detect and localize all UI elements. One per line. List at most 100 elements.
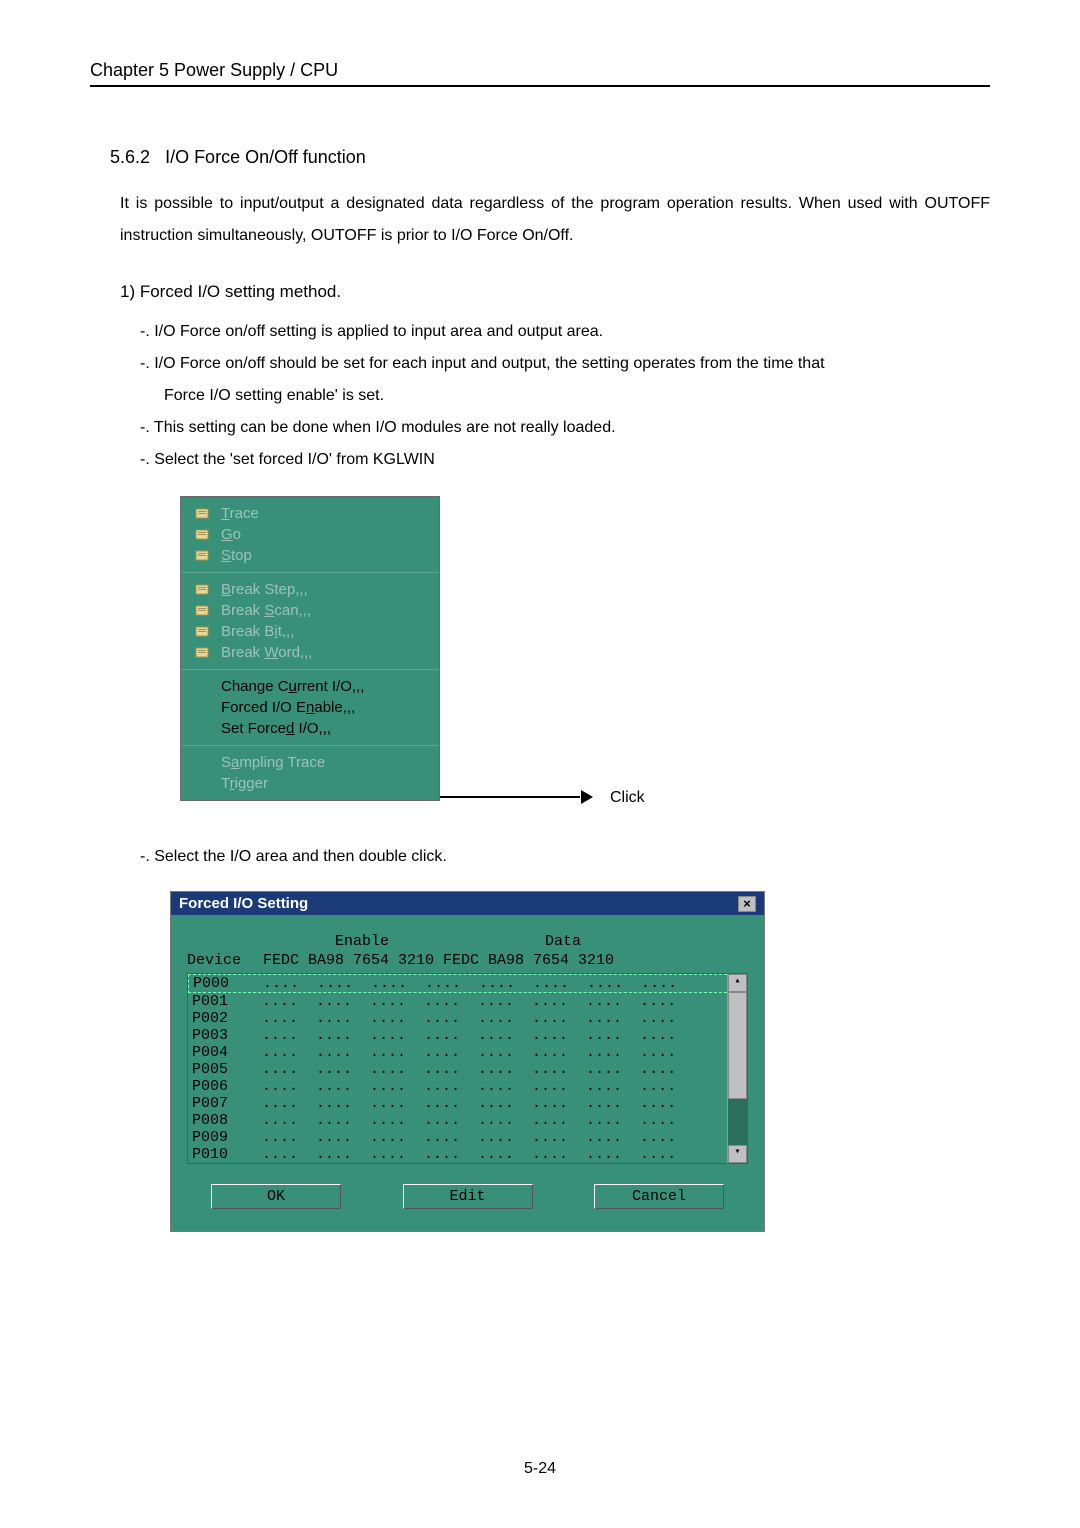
bullet-3: -. This setting can be done when I/O mod… [140, 412, 990, 444]
row-dots: .... .... .... .... .... .... .... .... [262, 1044, 676, 1061]
bullet-2-cont: Force I/O setting enable' is set. [164, 380, 990, 412]
list-row[interactable]: P001.... .... .... .... .... .... .... .… [188, 993, 747, 1010]
list-row[interactable]: P002.... .... .... .... .... .... .... .… [188, 1010, 747, 1027]
trace-icon [195, 507, 213, 521]
dialog-subheader: Device FEDC BA98 7654 3210 FEDC BA98 765… [187, 952, 748, 973]
row-device: P002 [192, 1010, 262, 1027]
list-row[interactable]: P008.... .... .... .... .... .... .... .… [188, 1112, 747, 1129]
row-dots: .... .... .... .... .... .... .... .... [262, 1078, 676, 1095]
row-device: P009 [192, 1129, 262, 1146]
col-bits: FEDC BA98 7654 3210 FEDC BA98 7654 3210 [263, 952, 614, 969]
bbit-icon [195, 625, 213, 639]
row-dots: .... .... .... .... .... .... .... .... [262, 1129, 676, 1146]
row-dots: .... .... .... .... .... .... .... .... [262, 1027, 676, 1044]
subsection-title: 1) Forced I/O setting method. [120, 282, 990, 302]
list-row[interactable]: P009.... .... .... .... .... .... .... .… [188, 1129, 747, 1146]
stop-icon [195, 549, 213, 563]
section-title: 5.6.2 I/O Force On/Off function [110, 147, 990, 168]
dialog-header-row: Enable Data [187, 933, 748, 950]
menu-label: Stop [221, 547, 252, 564]
scroll-up-icon[interactable]: ▴ [728, 974, 747, 992]
menu-item-sampling-trace: Sampling Trace [181, 752, 439, 773]
scroll-down-icon[interactable]: ▾ [728, 1145, 747, 1163]
arrow-head-icon [581, 790, 593, 804]
forced-io-dialog: Forced I/O Setting × Enable Data Device … [170, 891, 765, 1232]
menu-label: Break Scan,,, [221, 602, 311, 619]
bullet-2: -. I/O Force on/off should be set for ea… [140, 348, 990, 380]
row-dots: .... .... .... .... .... .... .... .... [262, 1112, 676, 1129]
body-paragraph: It is possible to input/output a designa… [120, 188, 990, 252]
select-text: -. Select the I/O area and then double c… [140, 841, 990, 873]
col-enable: Enable [263, 933, 449, 950]
row-device: P004 [192, 1044, 262, 1061]
row-dots: .... .... .... .... .... .... .... .... [262, 993, 676, 1010]
row-device: P003 [192, 1027, 262, 1044]
menu-item-forced-i-o-enable[interactable]: Forced I/O Enable,,, [181, 697, 439, 718]
row-device: P005 [192, 1061, 262, 1078]
context-menu: Trace Go Stop Break Step,,, Break Scan,,, Bre… [180, 496, 440, 801]
menu-item-go: Go [181, 524, 439, 545]
chapter-header: Chapter 5 Power Supply / CPU [90, 60, 990, 87]
row-device: P000 [193, 975, 263, 992]
list-row[interactable]: P000.... .... .... .... .... .... .... .… [188, 974, 747, 993]
menu-label: Trace [221, 505, 259, 522]
row-dots: .... .... .... .... .... .... .... .... [262, 1010, 676, 1027]
bscan-icon [195, 604, 213, 618]
row-dots: .... .... .... .... .... .... .... .... [263, 975, 677, 992]
menu-label: Forced I/O Enable,,, [221, 699, 355, 716]
list-row[interactable]: P005.... .... .... .... .... .... .... .… [188, 1061, 747, 1078]
col-device: Device [187, 952, 263, 969]
dialog-body: Enable Data Device FEDC BA98 7654 3210 F… [171, 915, 764, 1231]
scroll-track[interactable] [728, 992, 747, 1145]
menu-item-break-bit: Break Bit,,, [181, 621, 439, 642]
arrow-line [440, 796, 580, 798]
edit-button[interactable]: Edit [403, 1184, 533, 1209]
close-icon[interactable]: × [738, 896, 756, 912]
menu-item-break-step: Break Step,,, [181, 579, 439, 600]
row-dots: .... .... .... .... .... .... .... .... [262, 1095, 676, 1112]
menu-item-break-scan: Break Scan,,, [181, 600, 439, 621]
menu-label: Change Current I/O,,, [221, 678, 364, 695]
menu-label: Trigger [221, 775, 268, 792]
section-heading: I/O Force On/Off function [165, 147, 366, 167]
bullet-4: -. Select the 'set forced I/O' from KGLW… [140, 444, 990, 476]
row-device: P006 [192, 1078, 262, 1095]
menu-label: Go [221, 526, 241, 543]
click-label: Click [610, 789, 645, 807]
menu-item-break-word: Break Word,,, [181, 642, 439, 663]
section-number: 5.6.2 [110, 147, 150, 167]
menu-label: Break Step,,, [221, 581, 308, 598]
list-row[interactable]: P004.... .... .... .... .... .... .... .… [188, 1044, 747, 1061]
bullet-1: -. I/O Force on/off setting is applied t… [140, 316, 990, 348]
row-device: P007 [192, 1095, 262, 1112]
bword-icon [195, 646, 213, 660]
list-row[interactable]: P003.... .... .... .... .... .... .... .… [188, 1027, 747, 1044]
menu-label: Break Bit,,, [221, 623, 294, 640]
list-row[interactable]: P006.... .... .... .... .... .... .... .… [188, 1078, 747, 1095]
menu-item-change-current-i-o[interactable]: Change Current I/O,,, [181, 676, 439, 697]
io-listbox[interactable]: P000.... .... .... .... .... .... .... .… [187, 973, 748, 1164]
menu-item-set-forced-i-o[interactable]: Set Forced I/O,,, [181, 718, 439, 739]
dialog-buttons: OK Edit Cancel [187, 1184, 748, 1209]
scroll-thumb[interactable] [728, 992, 747, 1099]
dialog-titlebar: Forced I/O Setting × [171, 892, 764, 915]
bstep-icon [195, 583, 213, 597]
page-number: 5-24 [0, 1460, 1080, 1478]
menu-label: Sampling Trace [221, 754, 325, 771]
menu-item-trigger: Trigger [181, 773, 439, 794]
row-device: P008 [192, 1112, 262, 1129]
menu-item-stop: Stop [181, 545, 439, 566]
ok-button[interactable]: OK [211, 1184, 341, 1209]
menu-label: Break Word,,, [221, 644, 312, 661]
list-row[interactable]: P010.... .... .... .... .... .... .... .… [188, 1146, 747, 1163]
menu-item-trace: Trace [181, 503, 439, 524]
menu-area: Trace Go Stop Break Step,,, Break Scan,,, Bre… [90, 496, 990, 801]
cancel-button[interactable]: Cancel [594, 1184, 724, 1209]
col-data: Data [449, 933, 581, 950]
col-device-spacer [187, 933, 263, 950]
list-row[interactable]: P007.... .... .... .... .... .... .... .… [188, 1095, 747, 1112]
go-icon [195, 528, 213, 542]
row-device: P001 [192, 993, 262, 1010]
dialog-title-text: Forced I/O Setting [179, 895, 308, 912]
scrollbar[interactable]: ▴ ▾ [727, 974, 747, 1163]
